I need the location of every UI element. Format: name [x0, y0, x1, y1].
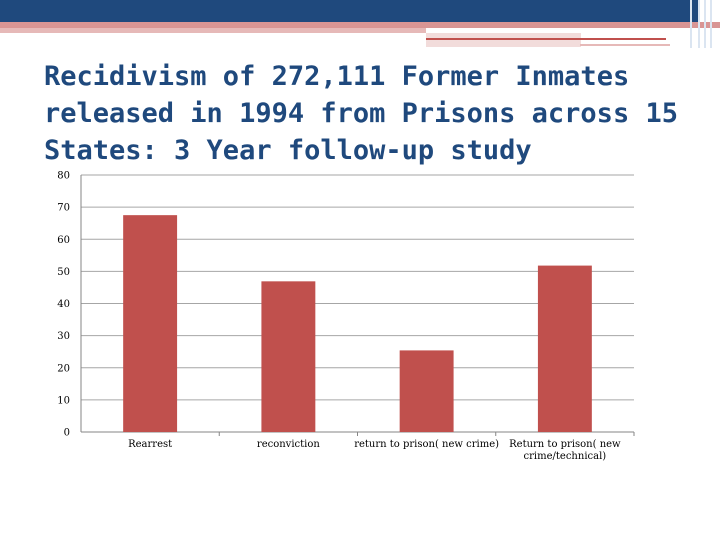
- y-tick-label: 70: [57, 203, 70, 214]
- x-tick-label: Rearrest: [128, 439, 172, 450]
- header-band-tick: [698, 0, 700, 48]
- y-tick-label: 50: [57, 267, 70, 278]
- header-band-tick: [704, 0, 706, 48]
- header-band: [0, 0, 720, 48]
- slide-title-rest: 272,111 Former Inmates released in 1994 …: [44, 61, 678, 166]
- header-band-accent-light: [0, 28, 426, 33]
- y-tick-label: 20: [57, 363, 70, 374]
- header-band-dark: [0, 0, 700, 22]
- slide-title-bold: Recidivism of: [44, 61, 256, 92]
- bar: [399, 350, 454, 432]
- header-band-accent: [0, 22, 720, 28]
- bar: [261, 281, 316, 432]
- x-tick-label: crime/technical): [524, 451, 607, 462]
- y-tick-label: 10: [57, 395, 70, 406]
- x-tick-label: Return to prison( new: [509, 439, 621, 450]
- y-tick-label: 80: [57, 171, 70, 182]
- bar: [537, 265, 592, 432]
- y-tick-label: 40: [57, 299, 70, 310]
- header-band-stripe: [426, 33, 581, 47]
- y-tick-label: 30: [57, 331, 70, 342]
- bar: [123, 215, 178, 432]
- header-band-line-light: [580, 44, 670, 46]
- header-band-line: [426, 38, 666, 40]
- x-tick-label: reconviction: [257, 439, 320, 450]
- header-band-tick: [710, 0, 712, 48]
- y-tick-label: 0: [64, 428, 70, 439]
- y-tick-label: 60: [57, 235, 70, 246]
- x-tick-label: return to prison( new crime): [354, 439, 499, 450]
- header-band-tick: [690, 0, 692, 48]
- slide-title: Recidivism of 272,111 Former Inmates rel…: [44, 58, 684, 169]
